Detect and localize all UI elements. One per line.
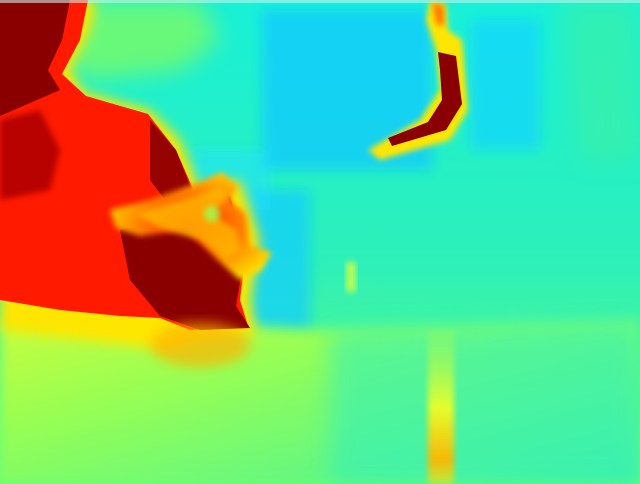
raised-hand xyxy=(110,172,272,280)
vertical-bright-stripe xyxy=(428,330,454,484)
boomerang-object xyxy=(368,0,468,160)
